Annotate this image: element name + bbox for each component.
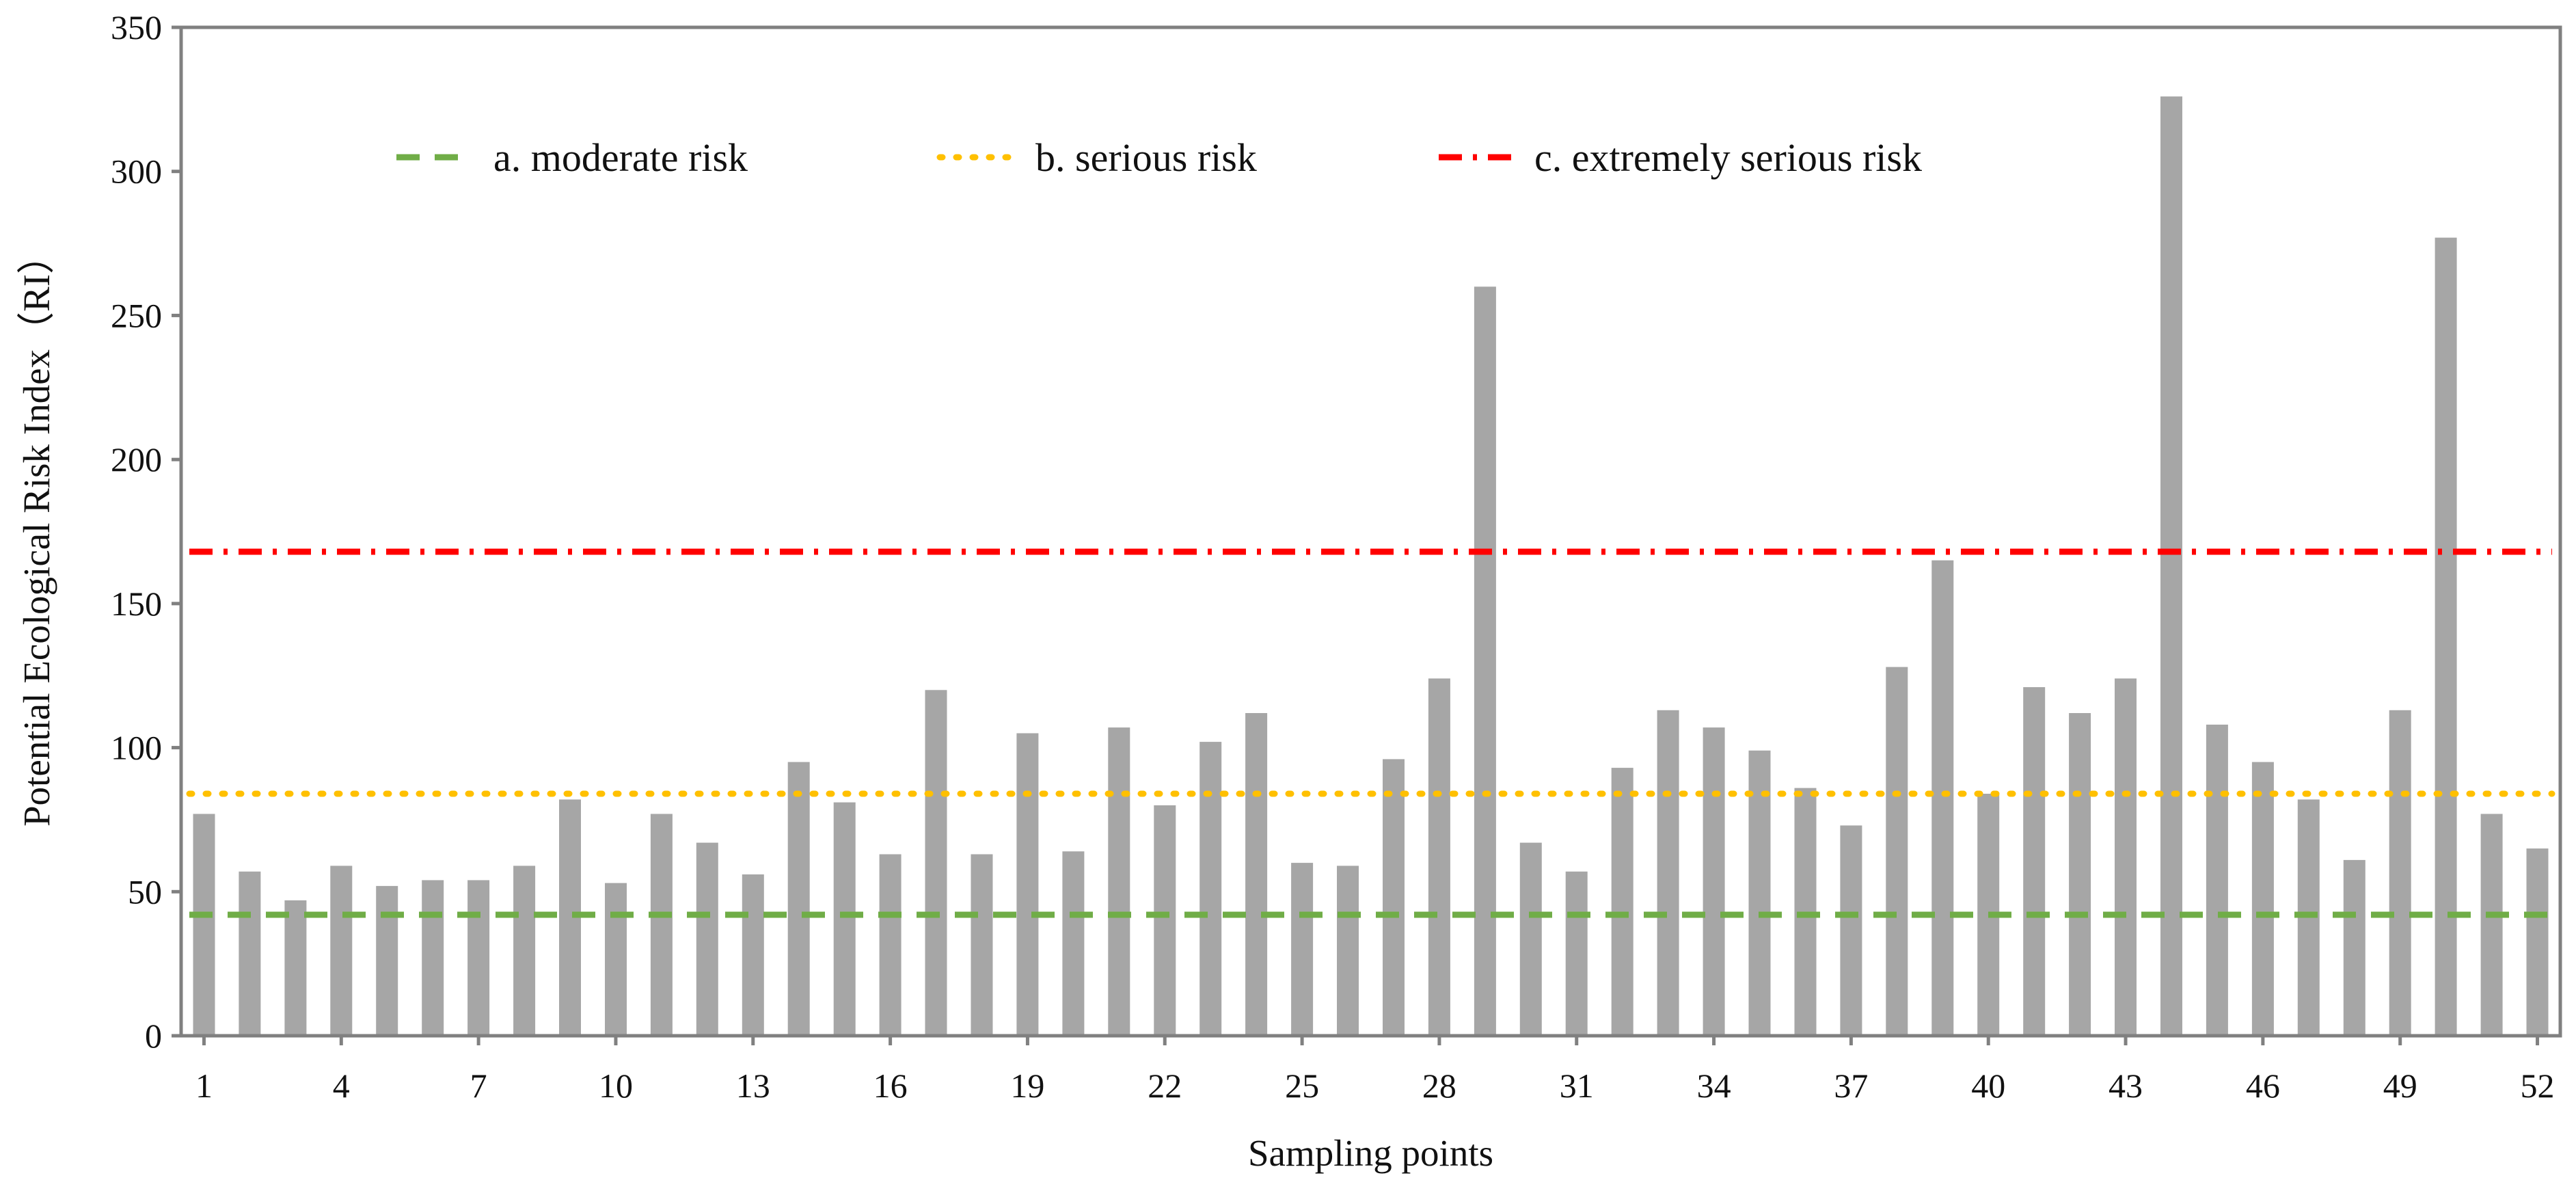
bar: [1840, 825, 1862, 1036]
bar: [513, 866, 536, 1036]
bar: [239, 871, 261, 1036]
x-tick-label: 46: [2246, 1067, 2280, 1105]
plot-frame: [179, 25, 2562, 1038]
bar: [1565, 871, 1588, 1036]
bar: [2023, 687, 2046, 1036]
bar: [1016, 733, 1039, 1036]
y-axis-title: Potential Ecological Risk Index（RI）: [16, 237, 57, 827]
legend-label-2: b. serious risk: [1035, 135, 1257, 180]
legend: a. moderate risk b. serious risk c. extrem…: [396, 135, 1922, 180]
x-tick-label: 1: [195, 1067, 213, 1105]
y-tick-label: 250: [111, 296, 162, 334]
bar: [1748, 750, 1771, 1036]
bar: [2343, 859, 2365, 1036]
bar: [1062, 851, 1085, 1036]
bar: [650, 814, 673, 1036]
reference-lines-layer: [186, 548, 2555, 918]
bar: [1519, 842, 1542, 1036]
bar: [1611, 768, 1633, 1036]
bar: [422, 880, 444, 1036]
bar: [1931, 560, 1954, 1036]
x-tick-label: 34: [1697, 1067, 1731, 1105]
x-tick-label: 28: [1422, 1067, 1456, 1105]
bar: [1703, 727, 1725, 1036]
bar: [605, 883, 627, 1036]
x-tick-label: 52: [2521, 1067, 2555, 1105]
y-tick-label: 50: [128, 872, 162, 911]
y-tick-label: 350: [111, 8, 162, 46]
x-tick-label: 49: [2383, 1067, 2417, 1105]
x-tick-label: 13: [736, 1067, 770, 1105]
bar: [284, 900, 307, 1036]
bar: [742, 874, 764, 1036]
legend-label-3: c. extremely serious risk: [1534, 135, 1922, 180]
y-tick-label: 100: [111, 729, 162, 767]
bar: [925, 690, 947, 1036]
bar: [787, 762, 810, 1036]
bar: [1383, 759, 1405, 1036]
x-tick-label: 7: [470, 1067, 487, 1105]
y-tick-label: 200: [111, 440, 162, 479]
bar: [1474, 286, 1496, 1036]
bar: [1108, 727, 1130, 1036]
y-tick-label: 0: [145, 1017, 162, 1055]
bar: [1245, 713, 1268, 1036]
bar: [1886, 667, 1908, 1036]
bar: [696, 842, 718, 1036]
y-axis-ticks: 0 50 100 150 200 250 300 350: [111, 8, 181, 1055]
bars-layer: [193, 96, 2549, 1036]
bar: [2435, 237, 2457, 1036]
bar: [2251, 762, 2274, 1036]
y-tick-label: 150: [111, 585, 162, 623]
bar: [1337, 866, 1359, 1036]
x-axis-ticks: 1 4 7 10 13 16 19 22 25 28 31 34 37 40 43 46 49 52: [195, 1036, 2555, 1105]
x-axis-title: Sampling points: [1248, 1132, 1493, 1174]
x-tick-label: 16: [873, 1067, 908, 1105]
bar: [330, 866, 353, 1036]
bar: [376, 885, 398, 1036]
bar: [2480, 814, 2503, 1036]
bar: [879, 854, 901, 1036]
x-tick-label: 40: [1971, 1067, 2005, 1105]
bar: [2389, 710, 2411, 1036]
bar: [1154, 805, 1176, 1036]
x-tick-label: 22: [1148, 1067, 1182, 1105]
bar: [2160, 96, 2182, 1036]
x-tick-label: 31: [1560, 1067, 1594, 1105]
y-tick-label: 300: [111, 152, 162, 191]
bar: [1428, 678, 1450, 1036]
bar: [2069, 713, 2091, 1036]
x-tick-label: 37: [1834, 1067, 1868, 1105]
x-tick-label: 4: [333, 1067, 350, 1105]
legend-label-1: a. moderate risk: [493, 135, 748, 180]
bar: [1199, 742, 1222, 1036]
bar: [2115, 678, 2137, 1036]
bar: [971, 854, 993, 1036]
bar: [1291, 863, 1314, 1036]
bar: [1657, 710, 1679, 1036]
x-tick-label: 19: [1010, 1067, 1044, 1105]
x-tick-label: 25: [1285, 1067, 1319, 1105]
bar: [2526, 848, 2549, 1036]
bar: [467, 880, 490, 1036]
bar: [2206, 724, 2228, 1036]
bar: [193, 814, 215, 1036]
bar: [833, 802, 856, 1036]
x-tick-label: 10: [599, 1067, 633, 1105]
x-tick-label: 43: [2109, 1067, 2143, 1105]
